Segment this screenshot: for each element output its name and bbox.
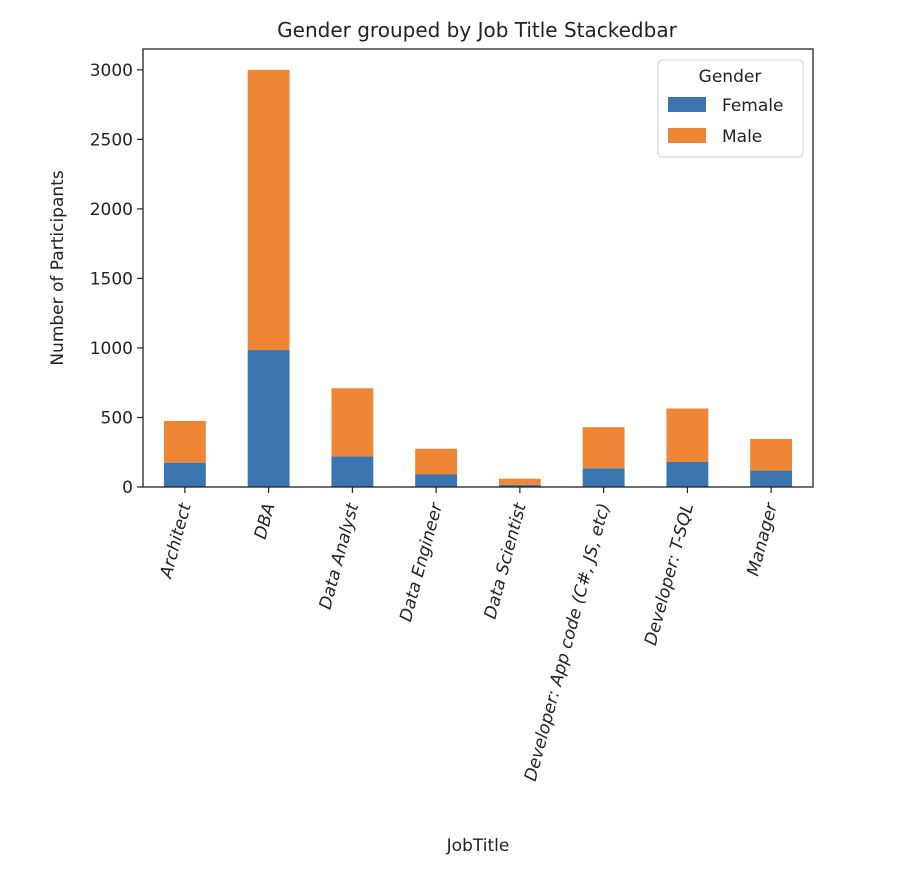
y-tick-label-0: 0 [122, 478, 133, 498]
bar-female-3 [415, 474, 458, 487]
legend: Gender Female Male [657, 59, 804, 158]
bar-male-2 [331, 388, 374, 457]
legend-items: Female Male [668, 96, 783, 147]
y-tick-label-1: 500 [101, 408, 133, 428]
x-tick-label-7: Manager [743, 500, 782, 578]
bar-female-5 [582, 468, 625, 487]
bar-female-6 [666, 461, 709, 487]
bar-female-7 [750, 470, 793, 487]
bar-male-5 [582, 427, 625, 469]
x-tick-label-1: DBA [251, 501, 280, 541]
bar-male-7 [750, 439, 793, 471]
bar-female-2 [331, 456, 374, 487]
y-axis: 0 500 1000 1500 2000 2500 3000 [90, 61, 143, 498]
bar-male-6 [666, 408, 709, 462]
bar-female-1 [247, 350, 290, 487]
legend-label-female: Female [722, 96, 783, 116]
x-tick-label-6: Developer: T-SQL [641, 501, 698, 648]
bar-female-4 [498, 484, 541, 487]
bar-male-4 [498, 478, 541, 485]
y-tick-label-3: 1500 [90, 269, 133, 289]
bar-female-0 [163, 462, 206, 487]
bar-male-1 [247, 69, 290, 351]
legend-label-male: Male [722, 127, 762, 147]
x-tick-label-4: Data Scientist [481, 500, 531, 621]
bar-male-0 [163, 420, 206, 463]
x-tick-label-3: Data Engineer [396, 500, 447, 624]
x-axis: Architect DBA Data Analyst Data Engineer Dat… [156, 487, 782, 783]
x-axis-title: JobTitle [446, 836, 510, 856]
y-tick-label-2: 1000 [90, 339, 133, 359]
x-tick-label-5: Developer: App code (C#, JS, etc) [521, 501, 615, 783]
bars-group [163, 69, 793, 487]
bar-male-3 [415, 448, 458, 475]
x-tick-label-0: Architect [156, 500, 196, 581]
y-tick-label-5: 2500 [90, 130, 133, 150]
y-tick-label-4: 2000 [90, 200, 133, 220]
x-tick-label-2: Data Analyst [316, 500, 364, 612]
plot-frame [142, 48, 814, 488]
y-tick-label-6: 3000 [90, 61, 133, 81]
legend-swatch-female [668, 97, 706, 112]
legend-title: Gender [699, 67, 762, 87]
y-axis-title: Number of Participants [48, 170, 68, 365]
chart-title: Gender grouped by Job Title Stackedbar [277, 18, 677, 42]
legend-swatch-male [668, 128, 706, 143]
